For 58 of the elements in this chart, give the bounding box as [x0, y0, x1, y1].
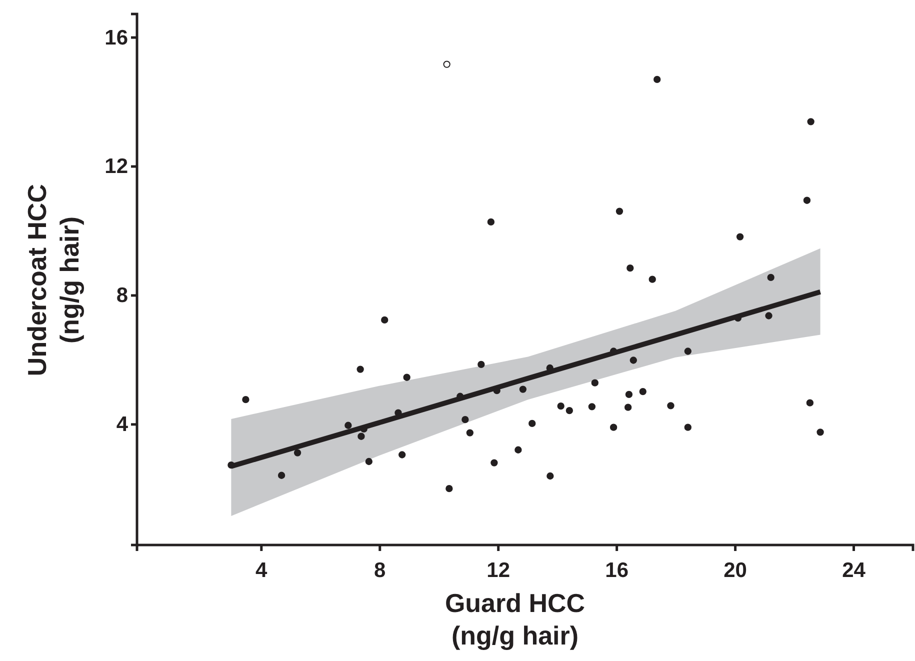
point [519, 386, 527, 393]
point [765, 312, 772, 320]
point [610, 424, 618, 431]
point [546, 472, 554, 480]
point [490, 459, 498, 466]
x-tick-label: 16 [605, 559, 628, 582]
point [566, 406, 574, 414]
point [648, 276, 656, 283]
point [487, 218, 495, 226]
point [358, 432, 365, 440]
point [381, 316, 388, 324]
point [446, 484, 453, 492]
point [344, 422, 352, 429]
point [478, 360, 485, 368]
point [228, 461, 235, 469]
point [803, 196, 811, 204]
y-axis-title: Undercoat HCC (ng/g hair) [22, 184, 84, 376]
point [806, 399, 814, 406]
point [462, 416, 469, 424]
x-tick-label: 8 [374, 559, 386, 582]
point [626, 264, 634, 272]
point [278, 472, 286, 479]
y-tick-label: 16 [104, 26, 128, 50]
point [625, 390, 633, 398]
y-tick-label: 8 [116, 284, 128, 308]
point [557, 402, 564, 410]
point [630, 356, 637, 364]
point [403, 374, 410, 381]
point [624, 404, 632, 411]
point [654, 76, 661, 84]
point [591, 379, 598, 386]
point [394, 409, 402, 416]
y-tick-label: 4 [116, 413, 128, 436]
point [294, 449, 302, 456]
point [365, 458, 372, 466]
point [639, 388, 646, 396]
x-tick-label: 4 [256, 559, 268, 582]
point [767, 274, 774, 281]
x-tick-label: 24 [842, 559, 866, 582]
x-tick-label: 20 [724, 559, 747, 582]
point [807, 118, 814, 126]
point [588, 403, 596, 410]
point [398, 451, 406, 458]
point [736, 233, 744, 240]
point [242, 396, 250, 404]
point [684, 424, 692, 431]
y-tick-label: 12 [104, 155, 128, 178]
point [466, 429, 474, 436]
point [684, 348, 692, 355]
point [528, 420, 536, 428]
point [667, 402, 674, 410]
x-tick-label: 12 [486, 559, 510, 582]
point [356, 366, 364, 373]
x-axis-title: Guard HCC (ng/g hair) [444, 588, 586, 650]
point [514, 446, 522, 454]
point [816, 428, 824, 436]
point [443, 60, 450, 68]
point [616, 208, 624, 215]
